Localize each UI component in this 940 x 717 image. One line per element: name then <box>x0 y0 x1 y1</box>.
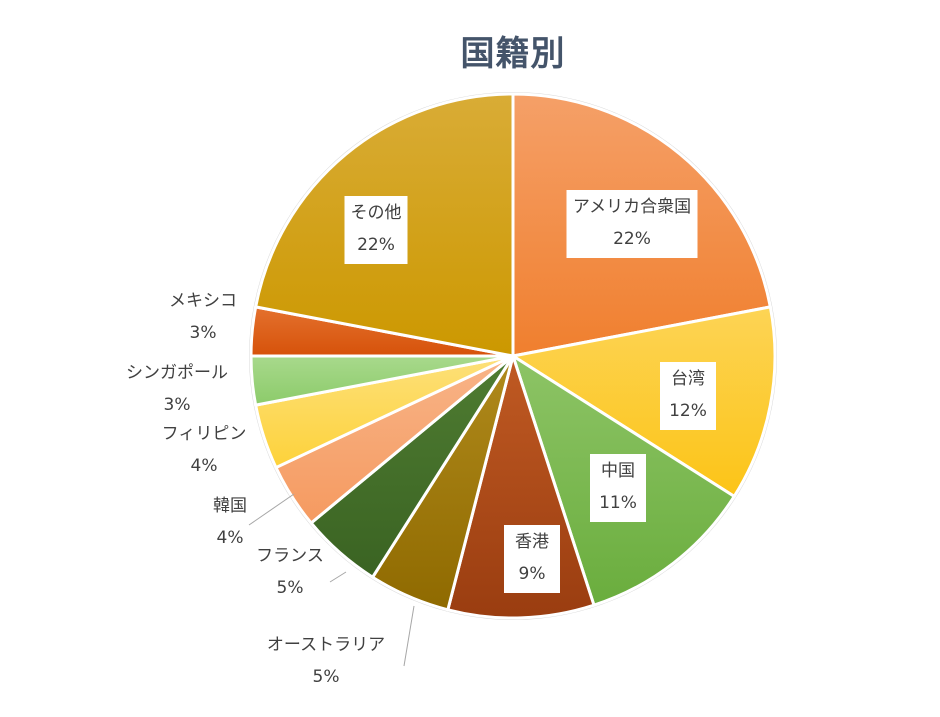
label-box <box>344 196 408 264</box>
slice-value-label: 11% <box>599 493 637 513</box>
leader-line <box>329 571 347 583</box>
slice-value-label: 12% <box>669 401 707 421</box>
slice-label-10: メキシコ 3% <box>169 291 237 343</box>
slice-label-2: 台湾 12% <box>660 362 716 430</box>
slice-name-label: メキシコ <box>169 291 237 311</box>
slice-label-8: フィリピン 4% <box>162 424 247 476</box>
slice-label-3: 中国 11% <box>590 454 646 522</box>
slice-name-label: シンガポール <box>126 363 228 383</box>
label-box <box>504 525 560 593</box>
slice-value-label: 3% <box>164 395 191 415</box>
leader-line <box>248 493 295 526</box>
chart-title: 国籍別 <box>460 34 566 74</box>
slice-label-9: シンガポール 3% <box>126 363 228 415</box>
pie-slice-2 <box>511 305 777 498</box>
slice-name-label: 韓国 <box>213 496 247 516</box>
slice-value-label: 3% <box>190 323 217 343</box>
label-box <box>590 454 646 522</box>
slice-name-label: 中国 <box>601 461 635 481</box>
slice-name-label: フィリピン <box>162 424 247 444</box>
slice-name-label: フランス <box>256 546 324 566</box>
slice-label-4: 香港 9% <box>504 525 560 593</box>
slice-value-label: 9% <box>519 564 546 584</box>
slice-label-11: その他 22% <box>344 196 408 264</box>
slice-label-6: フランス 5% <box>256 546 324 598</box>
slice-value-label: 5% <box>313 667 340 687</box>
slice-value-label: 22% <box>613 229 651 249</box>
slice-name-label: オーストラリア <box>267 635 385 655</box>
slice-name-label: 台湾 <box>671 369 705 389</box>
slice-label-1: アメリカ合衆国 22% <box>566 190 698 258</box>
slice-name-label: その他 <box>351 203 402 223</box>
slice-name-label: アメリカ合衆国 <box>573 197 691 217</box>
slice-label-5: オーストラリア 5% <box>267 635 385 687</box>
slice-label-7: 韓国 4% <box>213 496 247 548</box>
leader-line <box>403 605 415 667</box>
slice-value-label: 5% <box>277 578 304 598</box>
slice-value-label: 22% <box>357 235 395 255</box>
slice-value-label: 4% <box>191 456 218 476</box>
label-box <box>660 362 716 430</box>
slice-value-label: 4% <box>217 528 244 548</box>
label-box <box>566 190 698 258</box>
slice-name-label: 香港 <box>515 532 549 552</box>
